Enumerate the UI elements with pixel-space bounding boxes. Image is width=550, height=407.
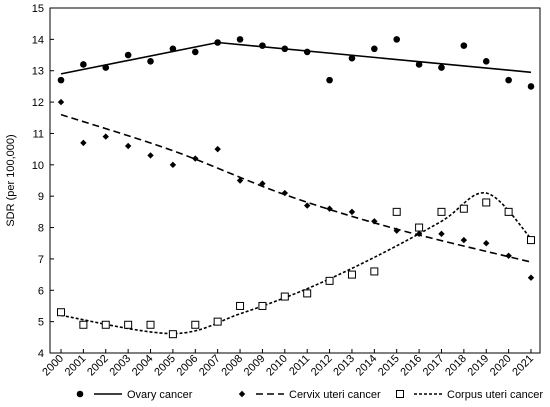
y-tick-label: 15: [32, 3, 44, 15]
data-point-cervix-uteri-cancer: [236, 177, 244, 184]
y-tick-label: 10: [32, 160, 44, 172]
data-point-ovary-cancer: [393, 36, 401, 43]
data-point-ovary-cancer: [438, 64, 445, 71]
data-point-ovary-cancer: [303, 48, 311, 56]
data-point-corpus-uteri-cancer: [280, 292, 289, 301]
data-point-ovary-cancer: [169, 45, 177, 53]
data-point-corpus-uteri-cancer: [392, 207, 401, 216]
y-tick-label: 5: [38, 317, 44, 329]
data-point-ovary-cancer: [102, 64, 110, 71]
data-point-cervix-uteri-cancer: [483, 240, 490, 247]
data-point-corpus-uteri-cancer: [191, 320, 200, 329]
plot-area-frame: [49, 7, 541, 354]
data-point-ovary-cancer: [214, 39, 221, 46]
y-tick-label: 14: [32, 34, 44, 46]
data-point-corpus-uteri-cancer: [124, 320, 133, 329]
data-point-corpus-uteri-cancer: [459, 204, 468, 213]
legend-label-ovary-cancer: Ovary cancer: [127, 389, 193, 401]
data-point-ovary-cancer: [281, 45, 289, 53]
data-point-ovary-cancer: [348, 54, 356, 62]
data-point-ovary-cancer: [415, 61, 423, 68]
data-points: [57, 36, 535, 339]
data-point-cervix-uteri-cancer: [438, 230, 445, 238]
data-point-cervix-uteri-cancer: [281, 189, 289, 197]
y-tick-label: 13: [32, 66, 44, 78]
data-point-ovary-cancer: [482, 58, 490, 65]
data-point-corpus-uteri-cancer: [527, 236, 535, 245]
data-point-corpus-uteri-cancer: [482, 198, 491, 207]
data-point-corpus-uteri-cancer: [370, 267, 379, 276]
data-point-corpus-uteri-cancer: [101, 320, 110, 329]
data-point-corpus-uteri-cancer: [236, 301, 245, 310]
legend-marker-corpus-uteri-cancer: [396, 390, 404, 398]
y-tick-label: 7: [38, 254, 44, 266]
data-point-ovary-cancer: [326, 76, 333, 84]
y-tick-label: 9: [38, 191, 44, 203]
data-point-ovary-cancer: [460, 42, 468, 49]
data-point-corpus-uteri-cancer: [213, 317, 222, 326]
data-point-corpus-uteri-cancer: [325, 276, 334, 285]
data-point-ovary-cancer: [505, 76, 512, 84]
legend-label-corpus-uteri-cancer: Corpus uteri cancer: [447, 389, 543, 401]
y-tick-label: 11: [33, 128, 44, 140]
data-point-ovary-cancer: [57, 76, 65, 84]
data-point-cervix-uteri-cancer: [460, 236, 468, 244]
y-tick-label: 6: [38, 285, 44, 297]
data-point-corpus-uteri-cancer: [57, 308, 65, 317]
data-point-cervix-uteri-cancer: [57, 98, 65, 106]
data-point-cervix-uteri-cancer: [393, 227, 400, 234]
data-point-cervix-uteri-cancer: [326, 205, 333, 212]
data-point-corpus-uteri-cancer: [504, 207, 513, 216]
legend-marker-ovary-cancer: [76, 390, 84, 398]
data-point-ovary-cancer: [191, 48, 199, 56]
y-tick-label: 12: [32, 97, 44, 109]
data-point-corpus-uteri-cancer: [303, 289, 312, 298]
data-point-cervix-uteri-cancer: [192, 155, 199, 162]
data-point-cervix-uteri-cancer: [80, 139, 87, 147]
data-point-cervix-uteri-cancer: [527, 274, 535, 281]
data-point-corpus-uteri-cancer: [415, 223, 424, 232]
data-point-ovary-cancer: [259, 42, 266, 49]
data-point-ovary-cancer: [147, 58, 154, 65]
y-axis: 4 5 6 7 8 9 10 11 12 13 14 15: [32, 3, 54, 360]
data-point-cervix-uteri-cancer: [124, 142, 132, 150]
data-point-corpus-uteri-cancer: [146, 320, 155, 329]
legend: Ovary cancer Cervix uteri cancer Corpus ut…: [76, 389, 543, 401]
data-point-cervix-uteri-cancer: [348, 208, 356, 216]
data-point-ovary-cancer: [124, 51, 132, 59]
legend-label-cervix-uteri-cancer: Cervix uteri cancer: [289, 389, 381, 401]
data-point-cervix-uteri-cancer: [169, 161, 177, 169]
data-point-cervix-uteri-cancer: [147, 152, 154, 159]
y-tick-label: 8: [38, 223, 44, 235]
data-point-ovary-cancer: [80, 61, 87, 68]
data-point-cervix-uteri-cancer: [371, 218, 378, 225]
legend-marker-cervix-uteri-cancer: [238, 390, 246, 398]
data-point-cervix-uteri-cancer: [214, 145, 221, 153]
data-point-ovary-cancer: [236, 36, 244, 43]
data-point-corpus-uteri-cancer: [258, 301, 267, 310]
data-point-ovary-cancer: [371, 45, 378, 53]
data-point-corpus-uteri-cancer: [347, 270, 356, 279]
y-tick-label: 4: [38, 348, 44, 360]
data-point-cervix-uteri-cancer: [102, 133, 109, 140]
data-point-cervix-uteri-cancer: [259, 180, 266, 187]
data-point-cervix-uteri-cancer: [505, 252, 512, 259]
data-point-corpus-uteri-cancer: [168, 330, 177, 339]
y-axis-label: SDR (per 100,000): [5, 134, 17, 226]
data-point-corpus-uteri-cancer: [79, 320, 88, 329]
data-point-corpus-uteri-cancer: [437, 207, 446, 216]
data-point-ovary-cancer: [527, 83, 535, 90]
data-point-cervix-uteri-cancer: [415, 230, 423, 238]
data-point-cervix-uteri-cancer: [303, 202, 311, 209]
